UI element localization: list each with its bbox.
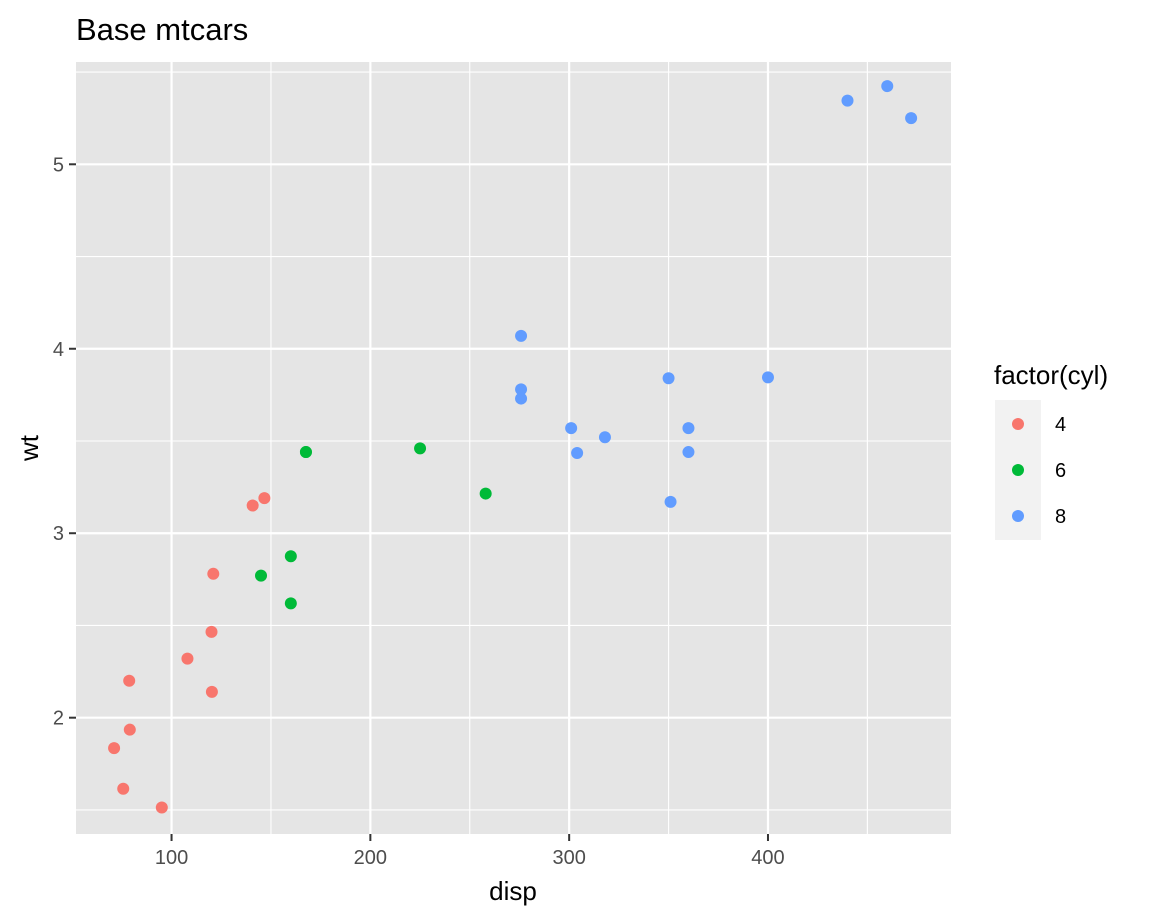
data-point-cyl-8 — [841, 94, 854, 107]
data-point-cyl-8 — [515, 392, 528, 405]
major-gridlines — [76, 62, 951, 834]
data-point-cyl-8 — [881, 80, 894, 93]
legend-label-6: 6 — [1055, 460, 1066, 482]
data-point-cyl-8 — [905, 112, 918, 125]
chart-title: Base mtcars — [76, 12, 248, 47]
data-point-cyl-4 — [123, 723, 136, 736]
data-point-cyl-6 — [255, 569, 268, 582]
data-point-cyl-8 — [761, 371, 774, 384]
minor-gridlines — [76, 62, 951, 834]
data-point-cyl-4 — [117, 782, 130, 795]
data-point-cyl-4 — [246, 499, 259, 512]
data-point-cyl-8 — [571, 446, 584, 459]
data-point-cyl-6 — [284, 597, 297, 610]
legend-label-4: 4 — [1055, 414, 1066, 436]
data-point-cyl-8 — [664, 495, 677, 508]
data-points — [108, 80, 918, 814]
data-point-cyl-8 — [662, 372, 675, 385]
plot-panel — [76, 62, 951, 834]
data-point-cyl-8 — [682, 422, 695, 435]
legend-title: factor(cyl) — [994, 360, 1108, 390]
data-point-cyl-6 — [284, 550, 297, 563]
x-tick-label: 300 — [552, 847, 585, 869]
data-point-cyl-4 — [181, 652, 194, 665]
data-point-cyl-6 — [299, 446, 312, 459]
legend-key-6 — [1012, 464, 1024, 476]
legend-label-8: 8 — [1055, 506, 1066, 528]
x-axis: 100 200 300 400 — [155, 834, 785, 869]
data-point-cyl-6 — [479, 487, 492, 500]
x-tick-label: 400 — [751, 847, 784, 869]
x-tick-label: 100 — [155, 847, 188, 869]
data-point-cyl-4 — [207, 567, 220, 580]
y-axis: 2 3 4 5 — [53, 154, 76, 730]
legend-key-4 — [1012, 418, 1024, 430]
data-point-cyl-4 — [258, 492, 271, 505]
data-point-cyl-4 — [123, 674, 136, 687]
data-point-cyl-8 — [682, 446, 695, 459]
x-axis-title: disp — [489, 876, 537, 906]
legend-key-8 — [1012, 510, 1024, 522]
data-point-cyl-8 — [515, 383, 528, 396]
y-tick-label: 4 — [53, 339, 64, 361]
legend: factor(cyl) 4 6 8 — [994, 360, 1108, 540]
data-point-cyl-4 — [108, 742, 121, 755]
data-point-cyl-8 — [515, 329, 528, 342]
data-point-cyl-8 — [565, 422, 578, 435]
y-tick-label: 2 — [53, 708, 64, 730]
y-axis-title: wt — [14, 434, 44, 462]
data-point-cyl-4 — [205, 625, 218, 638]
y-tick-label: 3 — [53, 523, 64, 545]
data-point-cyl-8 — [598, 431, 611, 444]
y-tick-label: 5 — [53, 154, 64, 176]
data-point-cyl-6 — [414, 442, 427, 455]
data-point-cyl-4 — [155, 801, 168, 814]
x-tick-label: 200 — [354, 847, 387, 869]
data-point-cyl-4 — [205, 685, 218, 698]
